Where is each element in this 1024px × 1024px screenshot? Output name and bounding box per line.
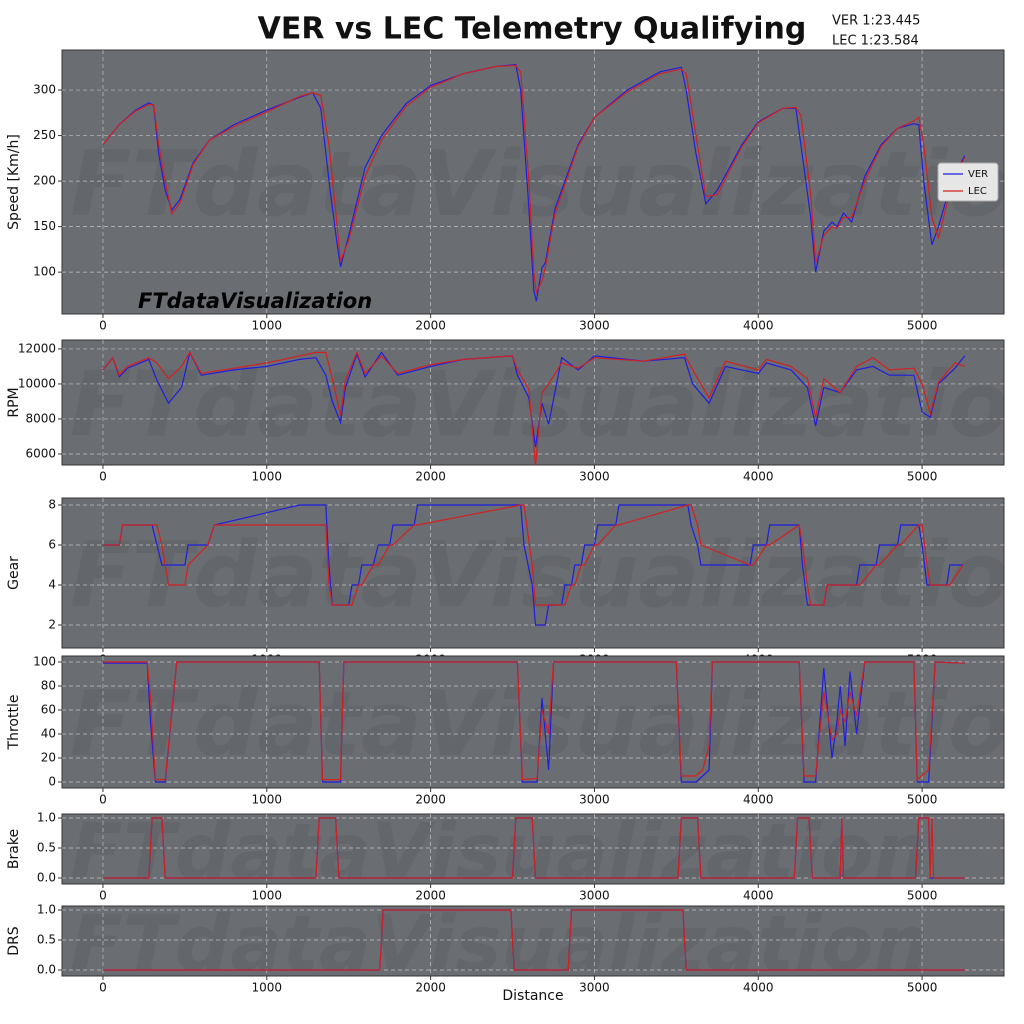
y-tick-label: 0	[48, 775, 56, 789]
lap-time: VER 1:23.445	[832, 14, 920, 29]
y-tick-label: 40	[41, 727, 56, 741]
x-tick-label: 5000	[907, 319, 938, 333]
legend-label: VER	[968, 169, 988, 180]
x-tick-label: 5000	[907, 981, 938, 995]
x-tick-label: 5000	[907, 889, 938, 903]
plot: FTdataVisualization	[62, 498, 1024, 648]
plot-area	[61, 339, 1005, 466]
y-tick-label: 0.0	[37, 871, 56, 885]
series-line	[103, 504, 963, 626]
x-tick-label: 0	[99, 889, 107, 903]
chart-title: VER vs LEC Telemetry Qualifying	[258, 12, 807, 47]
y-tick-label: 0.5	[37, 933, 56, 947]
watermark: FTdataVisualization	[70, 523, 1024, 628]
x-tick-label: 3000	[579, 470, 610, 484]
y-tick-label: 300	[33, 83, 56, 97]
y-axis-label: RPM	[6, 387, 22, 417]
x-axis-label: Distance	[502, 988, 563, 1004]
x-tick-label: 0	[99, 319, 107, 333]
y-tick-label: 60	[41, 703, 56, 717]
x-tick-label: 2000	[415, 319, 446, 333]
y-tick-label: 8	[48, 498, 56, 512]
x-tick-label: 4000	[743, 889, 774, 903]
y-tick-label: 100	[33, 265, 56, 279]
y-tick-label: 150	[33, 219, 56, 233]
plot: FTdataVisualization	[62, 656, 1024, 788]
plot: FTdataVisualization	[62, 900, 1004, 989]
plot-area	[61, 905, 1005, 977]
plot: FTdataVisualization	[62, 50, 1024, 314]
x-tick-label: 3000	[579, 319, 610, 333]
x-tick-label: 1000	[252, 889, 283, 903]
series-line	[103, 909, 965, 971]
watermark: FTdataVisualization	[70, 900, 929, 989]
series-line	[102, 350, 965, 465]
x-tick-label: 0	[99, 470, 107, 484]
y-tick-label: 10000	[18, 376, 56, 390]
series-line	[103, 504, 964, 606]
x-tick-label: 3000	[579, 793, 610, 807]
y-tick-label: 12000	[18, 341, 56, 355]
series-line	[103, 817, 965, 879]
brand-label: FTdataVisualization	[138, 289, 372, 313]
y-tick-label: 4	[48, 578, 56, 592]
x-tick-label: 1000	[252, 470, 283, 484]
x-tick-label: 2000	[415, 793, 446, 807]
y-tick-label: 80	[41, 679, 56, 693]
x-tick-label: 1000	[252, 793, 283, 807]
x-tick-label: 4000	[743, 793, 774, 807]
y-tick-label: 1.0	[37, 811, 56, 825]
x-tick-label: 3000	[579, 889, 610, 903]
plot: FTdataVisualization	[62, 808, 1004, 897]
y-tick-label: 250	[33, 128, 56, 142]
x-tick-label: 2000	[415, 470, 446, 484]
legend-label: LEC	[968, 186, 987, 197]
y-tick-label: 100	[33, 655, 56, 669]
series-line	[102, 63, 966, 302]
y-tick-label: 0.0	[37, 963, 56, 977]
y-tick-label: 200	[33, 174, 56, 188]
y-axis-label: Gear	[6, 556, 22, 590]
watermark: FTdataVisualization	[70, 808, 929, 897]
x-tick-label: 0	[99, 981, 107, 995]
y-tick-label: 2	[48, 618, 56, 632]
lap-time: LEC 1:23.584	[832, 34, 919, 49]
x-tick-label: 2000	[415, 889, 446, 903]
series-line	[103, 661, 965, 781]
x-tick-label: 5000	[907, 793, 938, 807]
y-axis-label: Speed [Km/h]	[6, 134, 22, 230]
y-axis-label: Throttle	[6, 695, 22, 751]
y-tick-label: 1.0	[37, 903, 56, 917]
y-tick-label: 6	[48, 538, 56, 552]
watermark: FTdataVisualization	[70, 352, 1024, 457]
y-tick-label: 6000	[25, 446, 56, 460]
plot: FTdataVisualization	[62, 340, 1024, 465]
y-tick-label: 8000	[25, 411, 56, 425]
x-tick-label: 1000	[252, 981, 283, 995]
x-tick-label: 5000	[907, 470, 938, 484]
x-tick-label: 3000	[579, 981, 610, 995]
x-tick-label: 0	[99, 793, 107, 807]
y-tick-label: 0.5	[37, 841, 56, 855]
x-tick-label: 1000	[252, 319, 283, 333]
y-axis-label: Brake	[6, 829, 22, 869]
x-tick-label: 4000	[743, 981, 774, 995]
watermark: FTdataVisualization	[70, 132, 1024, 237]
watermark: FTdataVisualization	[70, 672, 1024, 777]
y-tick-label: 20	[41, 751, 56, 765]
y-axis-label: DRS	[6, 926, 22, 956]
x-tick-label: 4000	[743, 470, 774, 484]
series-line	[102, 64, 966, 295]
x-tick-label: 2000	[415, 981, 446, 995]
x-tick-label: 4000	[743, 319, 774, 333]
